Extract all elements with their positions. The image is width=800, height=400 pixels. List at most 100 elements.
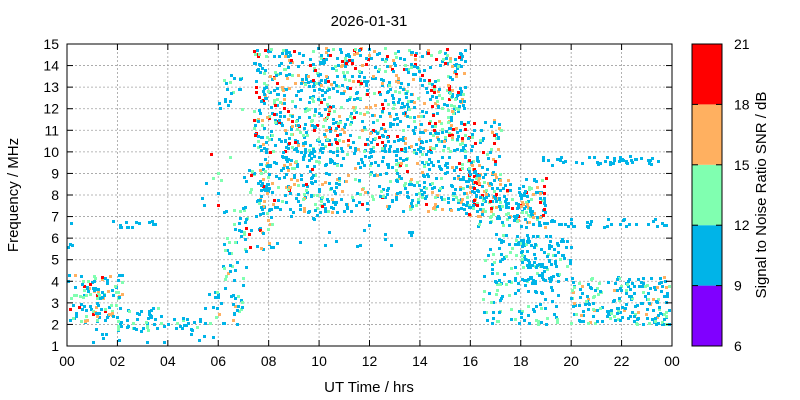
- snr-cell: [389, 180, 392, 183]
- snr-cell: [238, 229, 241, 232]
- snr-cell: [284, 55, 287, 58]
- snr-cell: [549, 240, 552, 243]
- snr-cell: [302, 54, 305, 57]
- snr-cell: [92, 313, 95, 316]
- snr-cell: [84, 320, 87, 323]
- snr-cell: [118, 296, 121, 299]
- snr-cell: [316, 207, 319, 210]
- snr-cell: [381, 160, 384, 163]
- snr-cell: [214, 291, 217, 294]
- snr-cell: [414, 126, 417, 129]
- snr-cell: [358, 179, 361, 182]
- snr-cell: [257, 120, 260, 123]
- snr-cell: [648, 302, 651, 305]
- snr-cell: [415, 204, 418, 207]
- snr-cell: [303, 193, 306, 196]
- snr-cell: [265, 187, 268, 190]
- snr-cell: [432, 114, 435, 117]
- snr-cell: [263, 72, 266, 75]
- snr-cell: [387, 103, 390, 106]
- snr-cell: [392, 107, 395, 110]
- snr-cell: [253, 144, 256, 147]
- snr-cell: [312, 63, 315, 66]
- snr-cell: [346, 153, 349, 156]
- snr-cell: [257, 118, 260, 121]
- snr-cell: [487, 157, 490, 160]
- snr-cell: [407, 71, 410, 74]
- snr-cell: [341, 60, 344, 63]
- snr-cell: [493, 142, 496, 145]
- snr-cell: [263, 200, 266, 203]
- snr-cell: [264, 170, 267, 173]
- snr-cell: [517, 241, 520, 244]
- snr-cell: [421, 74, 424, 77]
- grid: [67, 44, 672, 346]
- snr-cell: [509, 251, 512, 254]
- snr-cell: [256, 49, 259, 52]
- snr-cell: [532, 223, 535, 226]
- snr-cell: [320, 200, 323, 203]
- snr-cell: [579, 296, 582, 299]
- snr-cell: [419, 146, 422, 149]
- snr-cell: [489, 248, 492, 251]
- snr-cell: [410, 66, 413, 69]
- snr-cell: [300, 151, 303, 154]
- snr-cell: [223, 79, 226, 82]
- snr-cell: [266, 162, 269, 165]
- snr-cell: [451, 138, 454, 141]
- snr-cell: [366, 143, 369, 146]
- snr-cell: [414, 63, 417, 66]
- snr-cell: [327, 210, 330, 213]
- snr-cell: [514, 218, 517, 221]
- snr-cell: [556, 242, 559, 245]
- snr-cell: [386, 55, 389, 58]
- snr-cell: [496, 197, 499, 200]
- snr-cell: [460, 90, 463, 93]
- snr-cell: [450, 104, 453, 107]
- snr-cell: [271, 112, 274, 115]
- snr-cell: [495, 281, 498, 284]
- snr-cell: [212, 336, 215, 339]
- snr-cell: [259, 112, 262, 115]
- snr-cell: [371, 114, 374, 117]
- snr-cell: [361, 188, 364, 191]
- snr-cell: [566, 265, 569, 268]
- snr-cell: [267, 50, 270, 53]
- snr-cell: [258, 109, 261, 112]
- snr-cell: [410, 53, 413, 56]
- snr-cell: [74, 274, 77, 277]
- snr-cell: [361, 64, 364, 67]
- snr-cell: [118, 339, 121, 342]
- snr-cell: [550, 263, 553, 266]
- colorbar-band: [692, 164, 722, 226]
- snr-cell: [459, 143, 462, 146]
- snr-cell: [263, 147, 266, 150]
- snr-cell: [282, 49, 285, 52]
- snr-cell: [254, 53, 257, 56]
- snr-cell: [422, 115, 425, 118]
- snr-cell: [354, 106, 357, 109]
- snr-cell: [146, 324, 149, 327]
- snr-cell: [83, 285, 86, 288]
- snr-cell: [319, 61, 322, 64]
- snr-cell: [402, 129, 405, 132]
- snr-cell: [428, 79, 431, 82]
- snr-cell: [478, 174, 481, 177]
- snr-cell: [328, 96, 331, 99]
- snr-cell: [366, 93, 369, 96]
- snr-cell: [447, 201, 450, 204]
- snr-cell: [455, 64, 458, 67]
- snr-cell: [448, 98, 451, 101]
- snr-cell: [434, 102, 437, 105]
- snr-cell: [651, 318, 654, 321]
- snr-cell: [447, 116, 450, 119]
- y-tick-label: 12: [43, 101, 59, 117]
- snr-cell: [505, 255, 508, 258]
- snr-cell: [575, 313, 578, 316]
- snr-cell: [428, 168, 431, 171]
- snr-cell: [154, 223, 157, 226]
- snr-cell: [405, 164, 408, 167]
- snr-cell: [338, 179, 341, 182]
- snr-cell: [398, 98, 401, 101]
